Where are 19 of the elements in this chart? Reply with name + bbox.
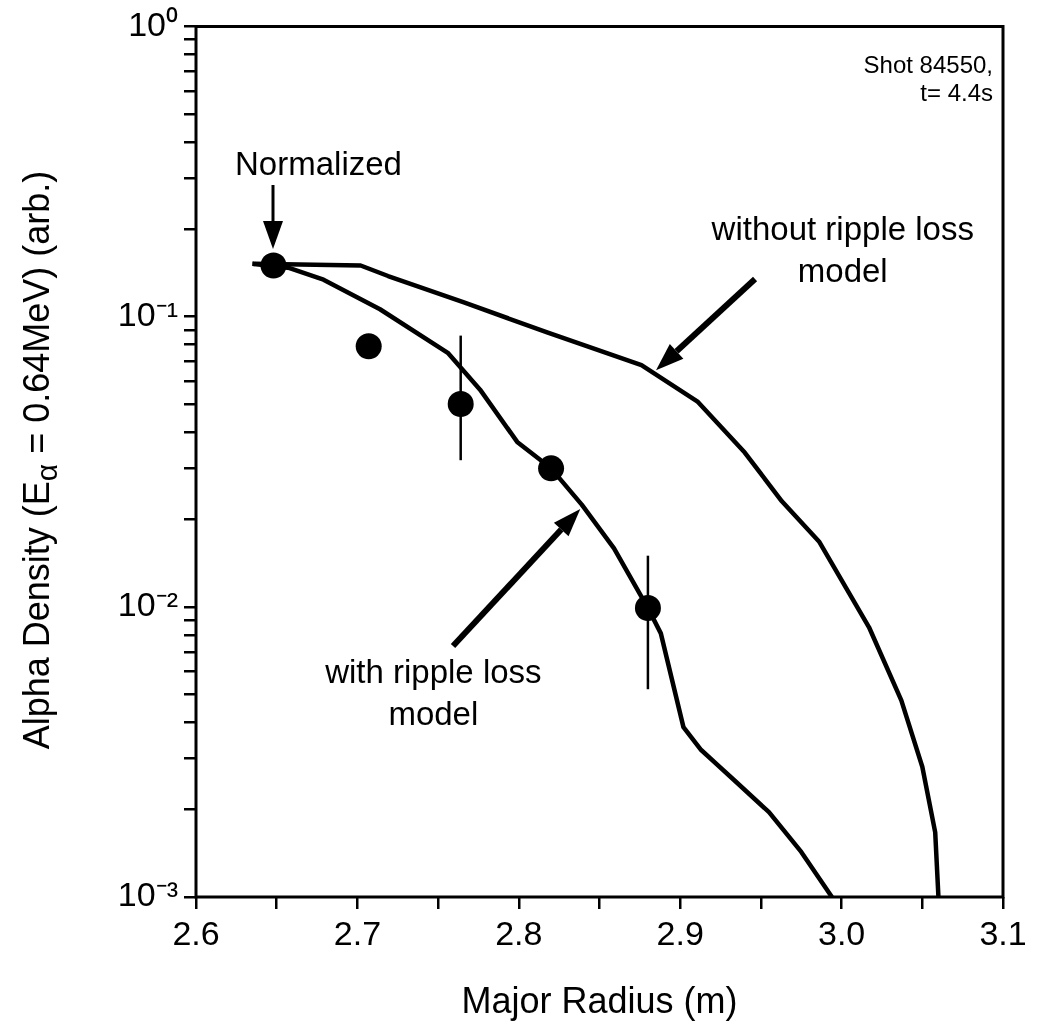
x-tick-label: 2.8 xyxy=(495,913,543,952)
x-tick-label: 2.6 xyxy=(172,913,220,952)
point xyxy=(538,455,565,482)
annotation: Normalized xyxy=(235,144,402,182)
point xyxy=(260,252,287,279)
y-tick-label: 10⁻² xyxy=(117,585,178,624)
y-tick-label: 10⁰ xyxy=(128,4,178,43)
x-axis-title: Major Radius (m) xyxy=(461,980,738,1022)
point xyxy=(355,333,382,360)
x-tick-label: 3.0 xyxy=(817,913,866,952)
annotation: without ripple loss model xyxy=(710,209,974,289)
point xyxy=(634,595,661,622)
annotation: with ripple loss model xyxy=(324,653,542,733)
x-tick-label: 2.9 xyxy=(656,913,704,952)
annotation: Shot 84550, t= 4.4s xyxy=(863,51,993,107)
x-tick-label: 2.7 xyxy=(333,913,382,952)
x-tick-label: 3.1 xyxy=(979,913,1027,952)
y-tick-label: 10⁻³ xyxy=(117,875,178,914)
y-tick-label: 10⁻¹ xyxy=(117,294,178,333)
